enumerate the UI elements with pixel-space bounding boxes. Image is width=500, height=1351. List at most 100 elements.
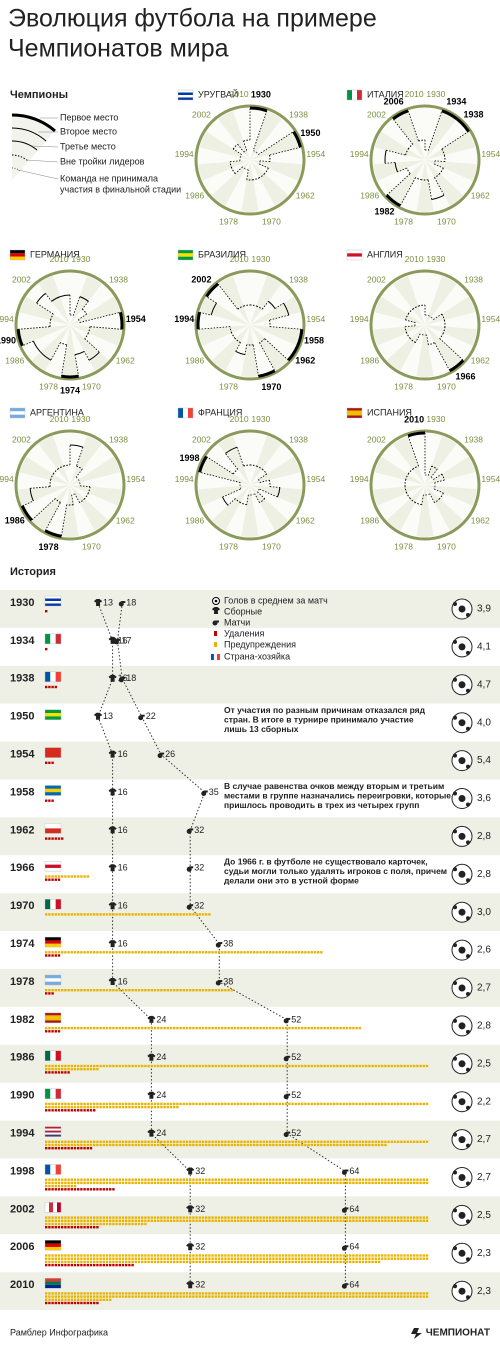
card-square xyxy=(368,1292,371,1295)
year-label: 1954 xyxy=(481,314,500,324)
card-square xyxy=(73,1254,77,1257)
card-square xyxy=(365,1292,368,1295)
flag-border xyxy=(44,1050,62,1062)
card-square xyxy=(141,1143,144,1147)
country-name: ФРАНЦИЯ xyxy=(198,407,242,417)
card-square xyxy=(96,951,99,954)
year: 1994 xyxy=(10,1128,35,1140)
sendings-off xyxy=(45,685,57,689)
card-square xyxy=(67,1219,70,1222)
card-square xyxy=(121,1140,125,1143)
outer-ring xyxy=(14,269,126,381)
card-square xyxy=(93,1064,96,1068)
card-square xyxy=(141,913,144,916)
row-band xyxy=(0,627,500,666)
match-marker-tip xyxy=(203,790,208,793)
card-square xyxy=(45,1178,48,1181)
flag xyxy=(44,861,62,872)
card-square xyxy=(131,1257,134,1260)
card-square xyxy=(192,913,195,916)
card-square xyxy=(89,913,93,916)
card-square xyxy=(182,1295,185,1298)
card-square xyxy=(160,1026,163,1030)
card-square xyxy=(51,1260,54,1264)
card-square xyxy=(67,1260,70,1264)
sector-bg xyxy=(198,472,250,490)
title-year: 1974 xyxy=(60,385,80,395)
card-square xyxy=(141,1292,144,1295)
card-square xyxy=(45,951,48,954)
card-square xyxy=(301,1026,304,1030)
card-square xyxy=(112,1188,115,1191)
card-square xyxy=(61,1026,64,1030)
note: судьи могли только удалять игроков с пол… xyxy=(224,866,447,876)
card-square xyxy=(118,1102,121,1106)
card-square xyxy=(416,1292,419,1295)
card-square xyxy=(45,1298,48,1301)
card-square xyxy=(329,1295,333,1298)
card-square xyxy=(368,1260,371,1264)
card-square xyxy=(77,989,80,992)
card-square xyxy=(179,1260,182,1264)
sector-bg xyxy=(381,283,425,325)
card-square xyxy=(182,1292,185,1295)
card-square xyxy=(163,1216,166,1219)
card-square xyxy=(134,989,137,992)
card-square xyxy=(297,1219,301,1222)
place-arc xyxy=(412,305,419,310)
card-square xyxy=(83,1260,86,1264)
card-square xyxy=(96,1301,99,1305)
card-square xyxy=(57,1143,61,1147)
year-label: 2010 xyxy=(230,414,249,424)
card-square xyxy=(387,1102,390,1106)
sector-bg xyxy=(386,485,425,531)
team-marker xyxy=(147,1091,156,1099)
flag-border xyxy=(44,861,62,872)
card-square xyxy=(64,1257,67,1260)
card-square xyxy=(57,837,61,840)
card-square xyxy=(326,1292,329,1295)
flag-border xyxy=(9,249,26,261)
team-count: 32 xyxy=(195,1166,205,1176)
card-square xyxy=(134,1181,137,1185)
flag-stripe xyxy=(50,1164,56,1175)
card-square xyxy=(406,1178,409,1181)
card-square xyxy=(115,1140,118,1143)
card-square xyxy=(93,1219,96,1222)
card-square xyxy=(166,1257,169,1260)
card-square xyxy=(73,951,77,954)
team-count: 16 xyxy=(118,863,128,873)
card-square xyxy=(70,1295,73,1298)
card-square xyxy=(422,1178,425,1181)
card-square xyxy=(377,1219,381,1222)
card-square xyxy=(413,1181,416,1185)
card-square xyxy=(45,647,48,651)
card-square xyxy=(77,1178,80,1181)
card-square xyxy=(48,1102,51,1106)
card-square xyxy=(269,1026,272,1030)
card-square xyxy=(195,1254,198,1257)
card-square xyxy=(105,989,109,992)
card-square xyxy=(173,1140,176,1143)
year-label: 1930 xyxy=(426,414,445,424)
card-square xyxy=(374,1102,377,1106)
card-square xyxy=(374,1216,377,1219)
card-square xyxy=(224,989,227,992)
card-square xyxy=(269,1181,272,1185)
card-square xyxy=(246,1181,249,1185)
match-count: 52 xyxy=(291,1014,301,1024)
card-square xyxy=(57,878,61,881)
sector-bg xyxy=(425,325,464,371)
card-square xyxy=(157,1216,160,1219)
card-square xyxy=(51,913,54,916)
absent-arc xyxy=(75,476,79,480)
card-square xyxy=(198,1254,201,1257)
card-square xyxy=(169,1140,173,1143)
card-square xyxy=(384,1178,387,1181)
card-square xyxy=(205,1143,208,1147)
year: 1930 xyxy=(10,597,34,609)
card-square xyxy=(163,1064,166,1068)
card-square xyxy=(51,1181,54,1185)
card-square xyxy=(96,1226,99,1229)
card-square xyxy=(134,1143,137,1147)
